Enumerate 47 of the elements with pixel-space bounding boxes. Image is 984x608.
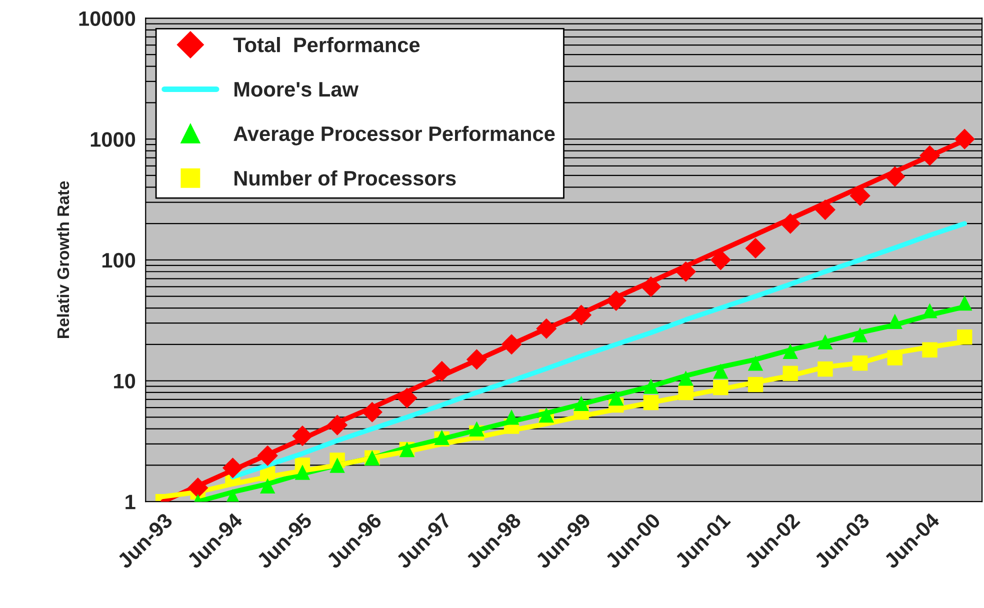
point xyxy=(884,166,906,187)
point xyxy=(466,349,488,370)
point xyxy=(954,128,975,150)
point xyxy=(919,145,940,166)
point xyxy=(780,213,801,234)
point xyxy=(606,290,626,311)
point xyxy=(643,378,659,394)
point xyxy=(574,396,589,411)
point xyxy=(257,445,278,466)
point xyxy=(818,334,833,350)
point xyxy=(676,261,696,282)
y-tick-label: 1 xyxy=(126,494,136,510)
y-tick-label: 1000 xyxy=(90,132,136,147)
point xyxy=(957,295,972,311)
point xyxy=(469,421,484,436)
point xyxy=(260,478,276,494)
legend-label: Total Performance xyxy=(233,36,420,52)
y-tick-label: 10000 xyxy=(79,11,136,26)
legend-label: Moore's Law xyxy=(234,82,359,97)
point xyxy=(330,458,345,473)
y-tick-label: 10 xyxy=(114,374,136,389)
y-tick-label: 100 xyxy=(102,252,136,268)
point xyxy=(188,478,208,498)
legend-label: Number of Processors xyxy=(234,170,456,186)
point xyxy=(327,414,348,436)
point xyxy=(292,426,313,446)
point xyxy=(782,344,798,359)
point xyxy=(570,304,592,326)
point xyxy=(745,238,766,259)
point xyxy=(814,199,836,220)
point xyxy=(640,276,662,298)
point xyxy=(362,402,382,422)
point xyxy=(713,364,728,379)
legend-label: Average Processor Performance xyxy=(234,126,555,146)
y-axis-title: Relativ Growth Rate xyxy=(56,181,70,338)
point xyxy=(432,360,452,382)
point xyxy=(294,464,310,480)
point xyxy=(536,318,557,339)
point xyxy=(887,314,903,329)
point xyxy=(396,388,418,408)
point xyxy=(501,334,522,355)
point xyxy=(222,458,244,478)
point xyxy=(852,327,868,342)
point xyxy=(748,355,764,371)
point xyxy=(608,390,624,406)
point xyxy=(922,303,938,318)
point xyxy=(678,370,694,386)
